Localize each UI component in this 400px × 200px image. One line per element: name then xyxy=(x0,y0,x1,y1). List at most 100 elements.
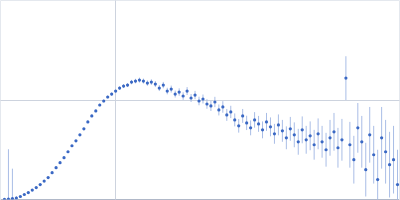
point xyxy=(245,121,248,124)
point xyxy=(114,89,117,92)
point xyxy=(289,127,292,130)
point xyxy=(293,133,296,136)
chart xyxy=(0,0,400,200)
point xyxy=(94,109,97,112)
point xyxy=(193,93,196,96)
point xyxy=(74,139,77,142)
point xyxy=(380,136,383,139)
point xyxy=(90,114,93,117)
point xyxy=(285,136,288,139)
point xyxy=(388,163,391,166)
point xyxy=(364,168,367,171)
point xyxy=(348,143,351,146)
point xyxy=(217,108,220,111)
x-axis-line xyxy=(1,199,400,200)
point xyxy=(261,128,264,131)
error-bar xyxy=(8,149,9,199)
point xyxy=(54,166,57,169)
point xyxy=(102,99,105,102)
error-bar xyxy=(377,150,378,200)
point xyxy=(19,195,22,198)
point xyxy=(58,161,61,164)
point xyxy=(360,140,363,143)
point xyxy=(31,188,34,191)
point xyxy=(257,122,260,125)
point xyxy=(47,176,50,179)
point xyxy=(130,80,133,83)
point xyxy=(205,102,208,105)
point xyxy=(253,118,256,121)
point xyxy=(178,90,181,93)
point xyxy=(11,197,14,200)
point xyxy=(352,158,355,161)
point xyxy=(209,104,212,107)
points xyxy=(3,77,399,200)
point xyxy=(313,143,316,146)
point xyxy=(221,105,224,108)
error-bar xyxy=(397,150,398,200)
point xyxy=(185,89,188,92)
point xyxy=(150,80,153,83)
point xyxy=(344,77,347,80)
point xyxy=(340,138,343,141)
point xyxy=(134,79,137,82)
point xyxy=(142,79,145,82)
point xyxy=(62,156,65,159)
point xyxy=(70,144,73,147)
plot-area xyxy=(3,56,399,199)
point xyxy=(138,79,141,82)
point xyxy=(305,138,308,141)
point xyxy=(189,96,192,99)
frame-top xyxy=(1,0,400,1)
point xyxy=(158,86,161,89)
point xyxy=(86,120,89,123)
point xyxy=(396,183,399,186)
point xyxy=(233,118,236,121)
point xyxy=(225,113,228,116)
point xyxy=(154,82,157,85)
point xyxy=(201,97,204,100)
point xyxy=(328,136,331,139)
error-bars xyxy=(4,56,397,199)
point xyxy=(309,134,312,137)
point xyxy=(106,95,109,98)
point xyxy=(368,133,371,136)
point xyxy=(229,110,232,113)
point xyxy=(269,125,272,128)
point xyxy=(376,178,379,181)
point xyxy=(281,129,284,132)
point xyxy=(213,100,216,103)
point xyxy=(7,197,10,199)
point xyxy=(182,94,185,97)
point xyxy=(39,183,42,186)
point xyxy=(372,153,375,156)
point xyxy=(332,130,335,133)
point xyxy=(78,133,81,136)
point xyxy=(35,186,38,189)
point xyxy=(174,92,177,95)
point xyxy=(166,89,169,92)
point xyxy=(356,126,359,129)
point xyxy=(320,140,323,143)
point xyxy=(317,132,320,135)
point xyxy=(197,99,200,102)
point xyxy=(241,114,244,117)
point xyxy=(98,103,101,106)
point xyxy=(384,150,387,153)
point xyxy=(126,83,129,86)
point xyxy=(297,140,300,143)
point xyxy=(301,128,304,131)
point xyxy=(118,86,121,89)
point xyxy=(23,193,26,196)
point xyxy=(277,123,280,126)
point xyxy=(110,92,113,95)
point xyxy=(146,81,149,84)
point xyxy=(237,124,240,127)
point xyxy=(324,148,327,151)
point xyxy=(15,196,18,199)
point xyxy=(3,198,6,200)
point xyxy=(273,132,276,135)
point xyxy=(122,84,125,87)
error-bar xyxy=(12,169,13,200)
point xyxy=(82,127,85,130)
